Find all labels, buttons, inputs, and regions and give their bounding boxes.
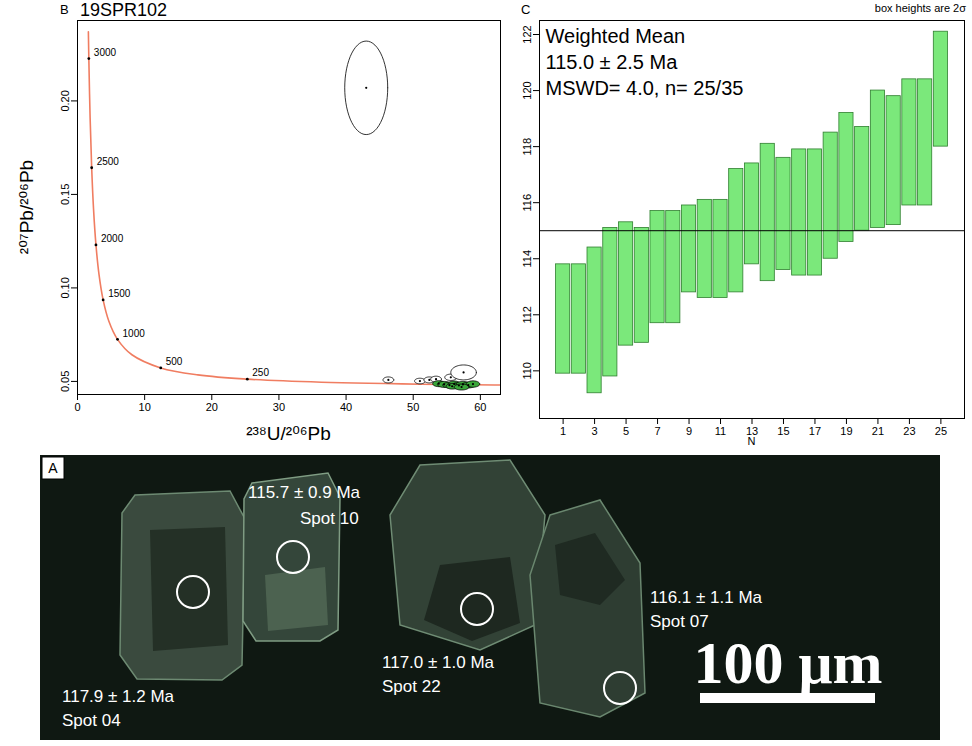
svg-text:116: 116	[521, 194, 533, 212]
svg-text:0.05: 0.05	[59, 371, 71, 392]
html-text:²⁰⁷Pb/²⁰⁶Pb: ²⁰⁷Pb/²⁰⁶Pb	[15, 159, 37, 255]
svg-text:15: 15	[777, 425, 789, 437]
svg-text:20: 20	[206, 401, 218, 413]
svg-text:500: 500	[166, 356, 183, 367]
svg-text:21: 21	[872, 425, 884, 437]
html-text:B: B	[60, 2, 69, 17]
svg-text:7: 7	[654, 425, 660, 437]
svg-text:1000: 1000	[123, 328, 146, 339]
svg-text:118: 118	[521, 138, 533, 156]
svg-text:115.7 ± 0.9 Ma: 115.7 ± 0.9 Ma	[248, 483, 361, 502]
svg-text:120: 120	[521, 81, 533, 99]
svg-text:110: 110	[521, 362, 533, 380]
svg-text:Spot 07: Spot 07	[650, 612, 709, 631]
svg-text:116.1 ± 1.1 Ma: 116.1 ± 1.1 Ma	[650, 588, 763, 607]
svg-text:2000: 2000	[101, 233, 124, 244]
svg-text:112: 112	[521, 306, 533, 324]
svg-text:3000: 3000	[94, 47, 117, 58]
html-text:N: N	[747, 435, 756, 447]
svg-text:1500: 1500	[108, 288, 131, 299]
svg-text:100 μm: 100 μm	[694, 630, 883, 696]
svg-text:Spot 22: Spot 22	[382, 677, 441, 696]
svg-text:250: 250	[252, 367, 269, 378]
html-text:C: C	[521, 2, 531, 17]
svg-text:23: 23	[903, 425, 915, 437]
svg-text:30: 30	[273, 401, 285, 413]
svg-text:3: 3	[592, 425, 598, 437]
svg-text:A: A	[48, 460, 58, 476]
svg-text:114: 114	[521, 250, 533, 268]
svg-text:17: 17	[809, 425, 821, 437]
svg-text:117.0 ± 1.0 Ma: 117.0 ± 1.0 Ma	[382, 653, 495, 672]
svg-text:117.9 ± 1.2 Ma: 117.9 ± 1.2 Ma	[62, 687, 175, 706]
svg-text:Spot 04: Spot 04	[62, 711, 121, 730]
svg-text:0.20: 0.20	[59, 90, 71, 111]
svg-text:60: 60	[474, 401, 486, 413]
html-text:19SPR102: 19SPR102	[80, 0, 168, 20]
svg-text:1: 1	[560, 425, 566, 437]
svg-text:13: 13	[745, 425, 759, 438]
svg-text:5: 5	[623, 425, 629, 437]
svg-text:50: 50	[407, 401, 419, 413]
svg-text:19: 19	[840, 425, 852, 437]
svg-text:0.15: 0.15	[59, 184, 71, 205]
svg-text:40: 40	[340, 401, 352, 413]
svg-text:2500: 2500	[97, 156, 120, 167]
svg-text:122: 122	[521, 25, 533, 43]
svg-text:Spot 10: Spot 10	[300, 509, 359, 528]
svg-text:11: 11	[715, 425, 726, 437]
svg-text:25: 25	[935, 425, 947, 437]
svg-text:0: 0	[74, 401, 80, 413]
html-text:²³⁸U/²⁰⁶Pb: ²³⁸U/²⁰⁶Pb	[246, 423, 331, 444]
svg-text:9: 9	[686, 425, 692, 437]
svg-text:10: 10	[139, 401, 151, 413]
svg-text:0.10: 0.10	[59, 277, 71, 298]
svg-text:Weighted Mean115.0 ± 2.5 MaMSW: Weighted Mean115.0 ± 2.5 MaMSWD= 4.0, n=…	[546, 25, 744, 99]
html-text:box heights are 2σ: box heights are 2σ	[874, 2, 966, 14]
